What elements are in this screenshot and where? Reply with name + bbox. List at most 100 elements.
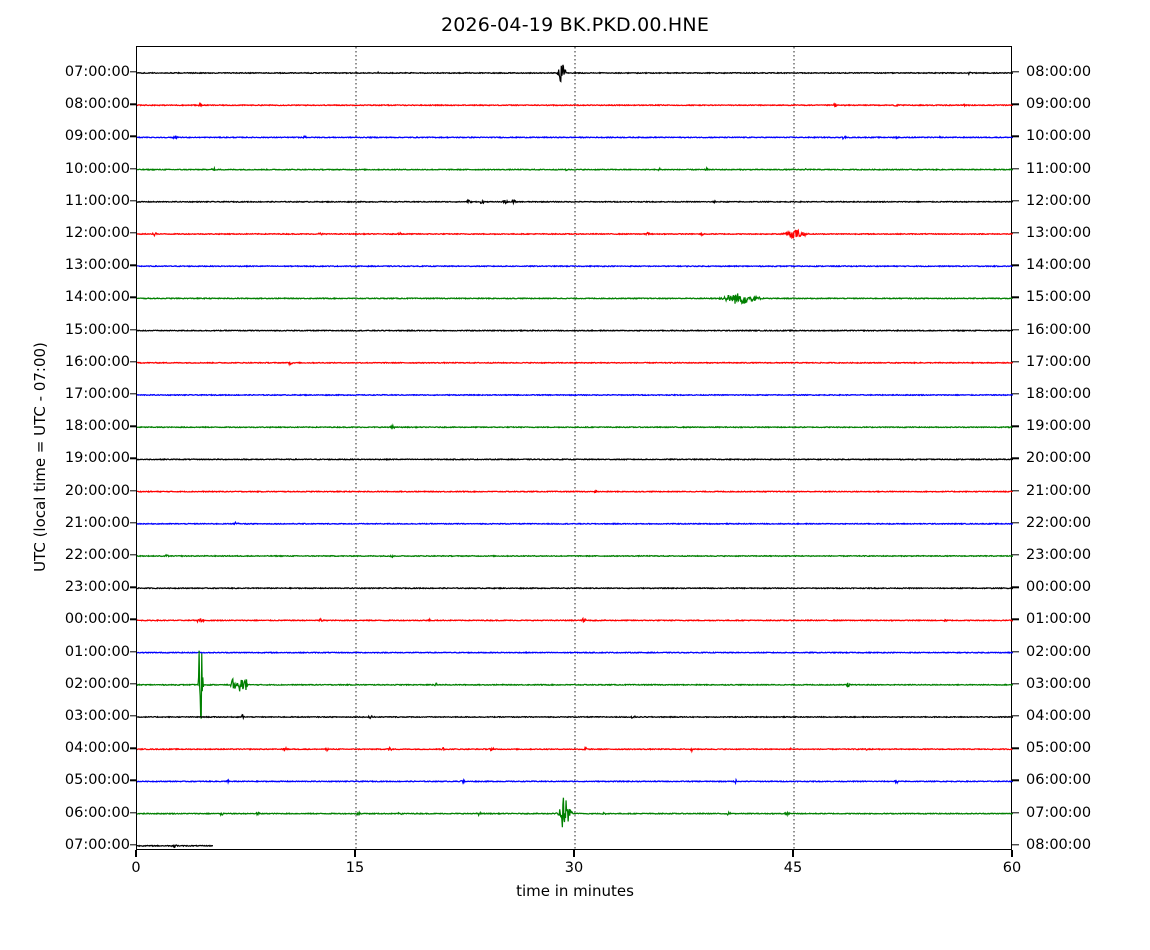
y-tick-left [130, 844, 137, 846]
y-tick-right [1012, 232, 1019, 234]
y-tick-right [1012, 103, 1019, 105]
seismic-trace [137, 651, 1013, 655]
trace-canvas [137, 47, 1013, 851]
y-tick-right [1012, 167, 1019, 170]
y-tick-label-right: 08:00:00 [1026, 836, 1092, 853]
y-tick-label-right: 20:00:00 [1026, 450, 1092, 467]
y-axis-label: UTC (local time = UTC - 07:00) [31, 342, 49, 572]
seismic-trace [137, 198, 1013, 206]
y-tick-label-left: 02:00:00 [64, 675, 130, 692]
y-tick-label-right: 17:00:00 [1026, 353, 1092, 370]
y-tick-right [1012, 328, 1019, 331]
y-tick-left [130, 618, 137, 621]
y-tick-label-right: 03:00:00 [1026, 675, 1092, 692]
y-tick-right [1012, 747, 1019, 749]
seismic-trace [137, 293, 1013, 305]
y-tick-right [1012, 586, 1019, 588]
y-tick-right [1012, 457, 1019, 460]
y-tick-label-right: 23:00:00 [1026, 547, 1092, 563]
seismic-trace [137, 713, 1013, 721]
seismic-trace [137, 616, 1013, 624]
y-tick-left [130, 264, 137, 266]
plot-area [136, 46, 1013, 851]
y-tick-left [130, 328, 137, 331]
y-tick-label-left: 10:00:00 [64, 160, 130, 177]
y-tick-left [130, 683, 137, 685]
y-tick-label-right: 09:00:00 [1026, 96, 1092, 113]
y-tick-label-right: 01:00:00 [1026, 611, 1092, 628]
y-tick-label-left: 17:00:00 [64, 386, 130, 402]
y-tick-label-left: 05:00:00 [64, 772, 130, 789]
x-tick-label: 60 [1002, 860, 1022, 876]
y-tick-right [1012, 811, 1019, 814]
x-tick-label: 30 [564, 860, 584, 876]
y-tick-left [130, 554, 137, 556]
seismic-trace [137, 457, 1013, 461]
y-tick-right [1012, 844, 1019, 846]
y-tick-right [1012, 264, 1019, 266]
y-tick-label-left: 14:00:00 [64, 289, 130, 306]
y-tick-right [1012, 554, 1019, 556]
y-tick-left [130, 232, 137, 234]
y-tick-right [1012, 683, 1019, 685]
y-tick-label-right: 07:00:00 [1026, 804, 1092, 821]
y-tick-left [130, 779, 137, 782]
y-tick-left [130, 715, 137, 717]
y-tick-right [1012, 200, 1019, 202]
x-tick [354, 850, 356, 857]
y-tick-right [1012, 135, 1019, 138]
y-tick-right [1012, 618, 1019, 621]
y-tick-right [1012, 361, 1019, 363]
y-tick-left [130, 489, 137, 492]
seismic-trace [137, 650, 1013, 719]
y-tick-label-left: 11:00:00 [64, 192, 130, 209]
y-tick-label-left: 21:00:00 [64, 514, 130, 531]
seismic-trace [137, 520, 1013, 526]
y-tick-label-left: 06:00:00 [64, 804, 130, 821]
y-tick-label-right: 04:00:00 [1026, 708, 1092, 724]
seismic-trace [137, 64, 1013, 83]
page-title: 2026-04-19 BK.PKD.00.HNE [440, 14, 710, 36]
y-tick-left [130, 361, 137, 363]
y-tick-label-right: 22:00:00 [1026, 514, 1092, 531]
y-tick-right [1012, 296, 1019, 299]
seismic-trace [137, 101, 1013, 108]
seismic-trace [137, 329, 1013, 333]
x-tick [792, 850, 794, 857]
y-tick-label-right: 19:00:00 [1026, 418, 1092, 435]
y-tick-left [130, 393, 137, 395]
y-tick-left [130, 135, 137, 138]
y-tick-label-left: 07:00:00 [64, 64, 130, 80]
y-tick-label-left: 08:00:00 [64, 96, 130, 113]
y-tick-label-left: 04:00:00 [64, 740, 130, 757]
y-tick-label-left: 22:00:00 [64, 547, 130, 563]
x-tick [1011, 850, 1013, 857]
x-axis-label: time in minutes [516, 882, 634, 900]
y-tick-right [1012, 650, 1019, 653]
y-tick-left [130, 200, 137, 202]
seismic-trace [137, 586, 1013, 590]
seismic-trace [137, 553, 1013, 559]
y-tick-left [130, 103, 137, 105]
x-tick-label: 0 [131, 860, 141, 876]
y-tick-label-right: 11:00:00 [1026, 160, 1092, 177]
y-tick-label-left: 09:00:00 [64, 128, 130, 145]
y-tick-label-right: 14:00:00 [1026, 257, 1092, 274]
seismic-trace [137, 264, 1013, 268]
y-tick-right [1012, 779, 1019, 782]
y-tick-left [130, 522, 137, 524]
y-tick-left [130, 296, 137, 299]
x-tick [135, 850, 137, 857]
y-tick-left [130, 167, 137, 170]
y-tick-label-right: 13:00:00 [1026, 225, 1092, 241]
y-tick-right [1012, 71, 1019, 73]
y-tick-label-left: 15:00:00 [64, 321, 130, 338]
y-tick-label-left: 18:00:00 [64, 418, 130, 435]
y-tick-label-right: 10:00:00 [1026, 128, 1092, 145]
seismic-trace [137, 423, 1013, 430]
seismic-trace [137, 228, 1013, 240]
y-tick-label-left: 23:00:00 [64, 579, 130, 596]
seismic-trace [137, 777, 1013, 786]
y-tick-label-right: 12:00:00 [1026, 192, 1092, 209]
